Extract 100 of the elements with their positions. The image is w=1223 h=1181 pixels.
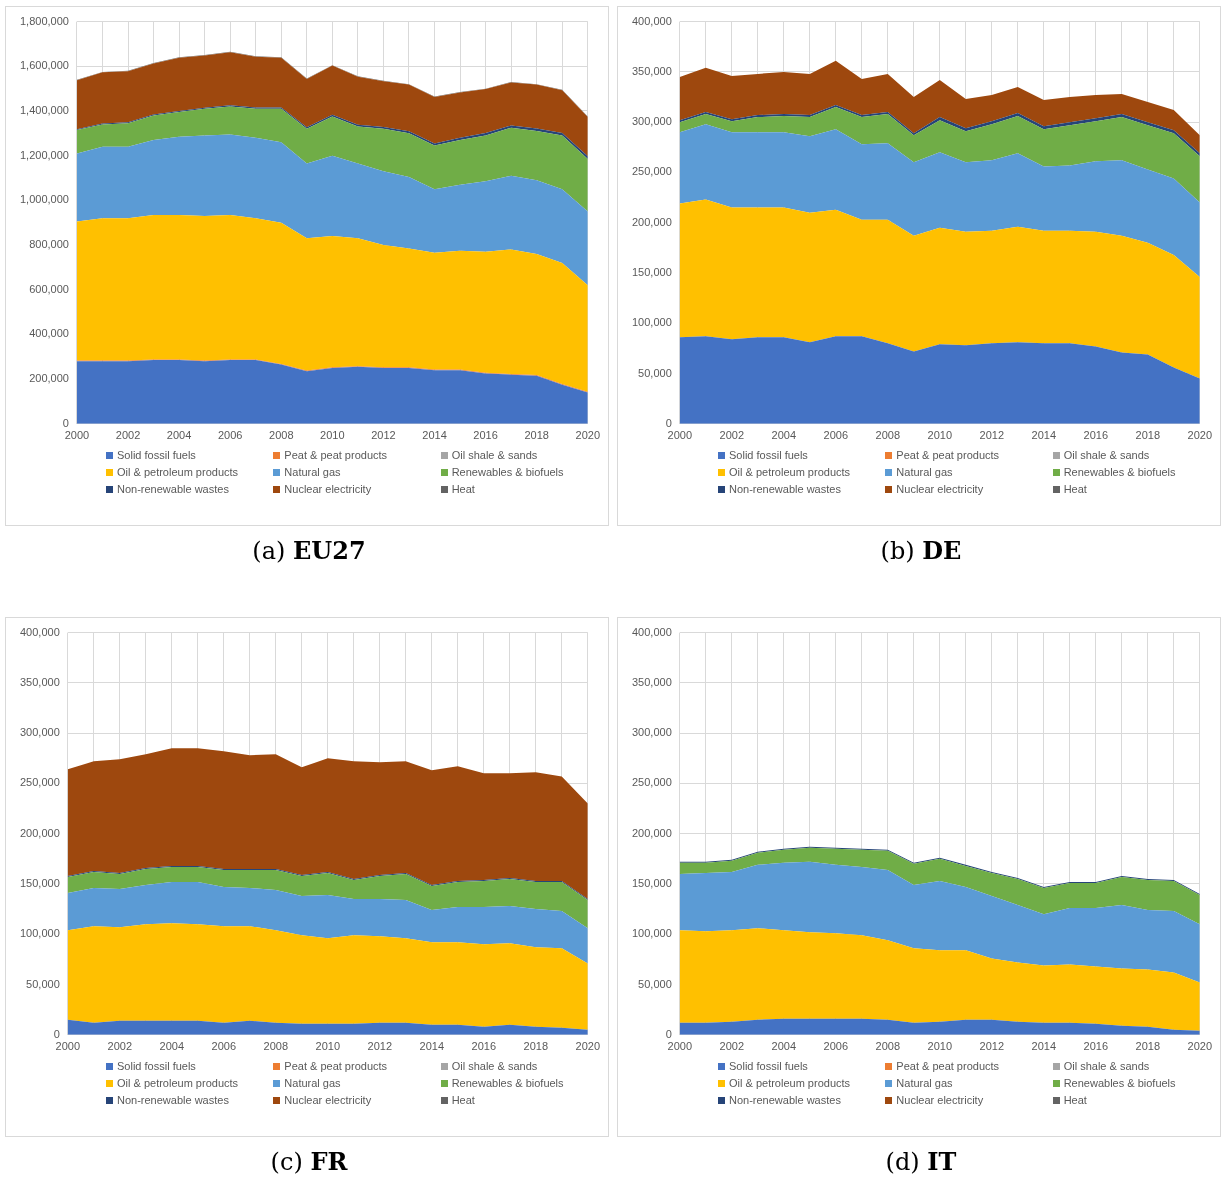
legend-label: Natural gas bbox=[283, 466, 342, 478]
legend-label: Nuclear electricity bbox=[283, 1094, 373, 1106]
legend-label: Solid fossil fuels bbox=[116, 1060, 197, 1072]
x-tick-label: 2002 bbox=[115, 429, 141, 442]
legend-label: Peat & peat products bbox=[895, 1060, 1001, 1072]
x-tick-label: 2000 bbox=[55, 1040, 80, 1053]
y-tick-label: 150,000 bbox=[632, 877, 672, 890]
y-tick-label: 350,000 bbox=[632, 675, 672, 688]
legend-label: Peat & peat products bbox=[283, 1060, 389, 1072]
y-tick-label: 200,000 bbox=[632, 826, 672, 839]
x-tick-label: 2006 bbox=[211, 1040, 237, 1053]
text: (c) FR bbox=[269, 1147, 349, 1176]
x-tick-label: 2018 bbox=[1135, 1040, 1161, 1053]
y-tick-label: 0 bbox=[53, 1027, 60, 1040]
x-tick-label: 2014 bbox=[1031, 429, 1057, 442]
legend-label: Non-renewable wastes bbox=[116, 483, 230, 495]
legend-label: Nuclear electricity bbox=[895, 483, 985, 495]
x-tick-label: 2004 bbox=[159, 1040, 184, 1053]
legend-label: Heat bbox=[450, 483, 476, 495]
x-tick-label: 2008 bbox=[269, 429, 294, 442]
legend-label: Oil shale & sands bbox=[450, 1060, 539, 1072]
y-tick-label: 150,000 bbox=[20, 877, 60, 890]
x-tick-label: 2000 bbox=[64, 429, 90, 442]
y-tick-label: 400,000 bbox=[632, 14, 672, 27]
x-tick-label: 2016 bbox=[471, 1040, 497, 1053]
legend-label: Oil shale & sands bbox=[450, 449, 539, 461]
y-tick-label: 1,000,000 bbox=[20, 193, 69, 206]
x-tick-label: 2004 bbox=[166, 429, 192, 442]
legend-label: Oil shale & sands bbox=[1062, 1060, 1151, 1072]
x-tick-label: 2008 bbox=[263, 1040, 289, 1053]
y-tick-label: 400,000 bbox=[20, 625, 60, 638]
x-tick-label: 2004 bbox=[771, 429, 796, 442]
x-tick-label: 2004 bbox=[771, 1040, 796, 1053]
y-tick-label: 300,000 bbox=[632, 726, 672, 739]
legend-label: Renewables & biofuels bbox=[1062, 1077, 1177, 1089]
x-tick-label: 2020 bbox=[1187, 429, 1213, 442]
x-tick-label: 2014 bbox=[419, 1040, 445, 1053]
x-tick-label: 2000 bbox=[667, 429, 692, 442]
text: (a) EU27 bbox=[251, 536, 367, 565]
x-tick-label: 2018 bbox=[524, 429, 549, 442]
legend-label: Solid fossil fuels bbox=[728, 1060, 809, 1072]
legend-label: Natural gas bbox=[895, 1077, 954, 1089]
text: (b) DE bbox=[879, 536, 963, 565]
legend-label: Renewables & biofuels bbox=[450, 1077, 565, 1089]
legend-label: Solid fossil fuels bbox=[728, 449, 809, 461]
y-tick-label: 50,000 bbox=[638, 977, 672, 990]
y-tick-label: 1,400,000 bbox=[20, 104, 69, 117]
legend-label: Natural gas bbox=[283, 1077, 342, 1089]
x-tick-label: 2010 bbox=[315, 1040, 341, 1053]
x-tick-label: 2014 bbox=[1031, 1040, 1057, 1053]
y-tick-label: 400,000 bbox=[29, 327, 69, 340]
x-tick-label: 2018 bbox=[523, 1040, 549, 1053]
x-tick-label: 2020 bbox=[1187, 1040, 1213, 1053]
y-tick-label: 0 bbox=[665, 1027, 672, 1040]
x-tick-label: 2006 bbox=[823, 1040, 849, 1053]
x-tick-label: 2010 bbox=[927, 429, 953, 442]
legend-label: Oil & petroleum products bbox=[728, 466, 852, 478]
x-tick-label: 2018 bbox=[1135, 429, 1161, 442]
text: (d) IT bbox=[884, 1147, 958, 1176]
y-tick-label: 0 bbox=[62, 416, 69, 429]
y-tick-label: 250,000 bbox=[20, 776, 60, 789]
y-tick-label: 100,000 bbox=[632, 927, 672, 940]
y-tick-label: 250,000 bbox=[632, 165, 672, 178]
y-tick-label: 250,000 bbox=[632, 776, 672, 789]
legend-label: Peat & peat products bbox=[895, 449, 1001, 461]
x-tick-label: 2020 bbox=[575, 429, 601, 442]
legend-label: Renewables & biofuels bbox=[1062, 466, 1177, 478]
x-tick-label: 2012 bbox=[367, 1040, 393, 1053]
x-tick-label: 2020 bbox=[575, 1040, 601, 1053]
y-tick-label: 1,800,000 bbox=[20, 14, 69, 27]
y-tick-label: 800,000 bbox=[29, 238, 69, 251]
x-tick-label: 2010 bbox=[320, 429, 345, 442]
x-tick-label: 2008 bbox=[875, 429, 901, 442]
y-tick-label: 100,000 bbox=[632, 316, 672, 329]
y-tick-label: 350,000 bbox=[20, 675, 60, 688]
y-tick-label: 400,000 bbox=[632, 625, 672, 638]
y-tick-label: 600,000 bbox=[29, 282, 69, 295]
legend-label: Non-renewable wastes bbox=[728, 1094, 842, 1106]
y-tick-label: 200,000 bbox=[29, 372, 69, 385]
legend-label: Heat bbox=[450, 1094, 476, 1106]
legend-label: Peat & peat products bbox=[283, 449, 389, 461]
y-tick-label: 350,000 bbox=[632, 64, 672, 77]
legend-label: Oil & petroleum products bbox=[728, 1077, 852, 1089]
y-tick-label: 200,000 bbox=[632, 215, 672, 228]
legend-label: Oil shale & sands bbox=[1062, 449, 1151, 461]
x-tick-label: 2002 bbox=[719, 429, 744, 442]
x-tick-label: 2006 bbox=[217, 429, 243, 442]
x-tick-label: 2012 bbox=[979, 1040, 1005, 1053]
y-tick-label: 50,000 bbox=[638, 366, 672, 379]
x-tick-label: 2012 bbox=[979, 429, 1005, 442]
x-tick-label: 2016 bbox=[1083, 429, 1109, 442]
y-tick-label: 50,000 bbox=[26, 977, 60, 990]
y-tick-label: 300,000 bbox=[20, 726, 60, 739]
x-tick-label: 2010 bbox=[927, 1040, 953, 1053]
legend-label: Oil & petroleum products bbox=[116, 1077, 240, 1089]
y-tick-label: 1,600,000 bbox=[20, 59, 69, 72]
y-tick-label: 200,000 bbox=[20, 826, 60, 839]
legend-label: Natural gas bbox=[895, 466, 954, 478]
legend-label: Non-renewable wastes bbox=[116, 1094, 230, 1106]
y-tick-label: 100,000 bbox=[20, 927, 60, 940]
